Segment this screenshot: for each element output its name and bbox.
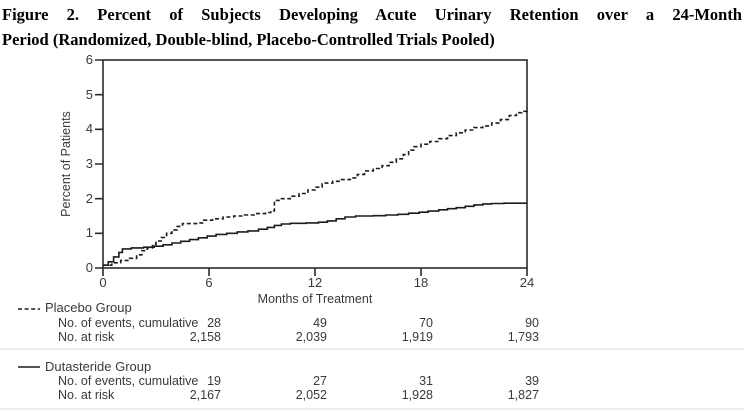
placebo-risk-m12: 2,039 xyxy=(295,330,327,344)
dutasteride-group-label: Dutasteride Group xyxy=(45,359,152,374)
x-tick-label-12: 12 xyxy=(307,275,323,290)
x-tick-label-6: 6 xyxy=(205,275,213,290)
y-tick-label-0: 0 xyxy=(85,260,93,275)
dutasteride-events-m12: 27 xyxy=(313,374,327,388)
dutasteride-risk-m18: 1,928 xyxy=(401,388,433,402)
placebo-events-m6: 28 xyxy=(207,316,221,330)
dutasteride-risk-m24: 1,827 xyxy=(507,388,539,402)
placebo-risk-row-label: No. at risk xyxy=(58,330,115,344)
placebo-risk-m6: 2,158 xyxy=(189,330,221,344)
placebo-events-m24: 90 xyxy=(525,316,539,330)
dutasteride-events-m24: 39 xyxy=(525,374,539,388)
y-tick-label-2: 2 xyxy=(85,191,93,206)
placebo-group-label: Placebo Group xyxy=(45,300,132,315)
dutasteride-risk-row-label: No. at risk xyxy=(58,388,115,402)
placebo-events-m12: 49 xyxy=(313,316,327,330)
dutasteride-events-row-label: No. of events, cumulative xyxy=(58,374,199,388)
figure-caption: Figure 2. Percent of Subjects Developing… xyxy=(2,2,742,52)
x-axis-ticks xyxy=(102,268,528,276)
y-tick-label-1: 1 xyxy=(85,225,93,240)
x-tick-label-24: 24 xyxy=(519,275,535,290)
placebo-curve xyxy=(103,107,528,266)
y-tick-label-3: 3 xyxy=(85,156,93,171)
y-tick-label-5: 5 xyxy=(85,87,93,102)
x-axis-title: Months of Treatment xyxy=(257,292,373,306)
placebo-risk-m18: 1,919 xyxy=(401,330,433,344)
x-tick-label-18: 18 xyxy=(413,275,429,290)
dutasteride-curve xyxy=(103,202,527,266)
figure-caption-line-1: Figure 2. Percent of Subjects Developing… xyxy=(2,5,742,24)
dutasteride-events-m18: 31 xyxy=(419,374,433,388)
dutasteride-events-m6: 19 xyxy=(207,374,221,388)
x-tick-label-0: 0 xyxy=(99,275,107,290)
dutasteride-risk-m12: 2,052 xyxy=(295,388,327,402)
y-tick-label-4: 4 xyxy=(85,121,93,136)
y-axis-ticks xyxy=(95,59,103,269)
placebo-events-row-label: No. of events, cumulative xyxy=(58,316,199,330)
y-tick-label-6: 6 xyxy=(85,52,93,67)
dutasteride-risk-m6: 2,167 xyxy=(189,388,221,402)
plot-box xyxy=(102,59,528,269)
placebo-events-m18: 70 xyxy=(419,316,433,330)
figure-caption-line-2: Period (Randomized, Double-blind, Placeb… xyxy=(2,30,495,49)
placebo-risk-m24: 1,793 xyxy=(507,330,539,344)
